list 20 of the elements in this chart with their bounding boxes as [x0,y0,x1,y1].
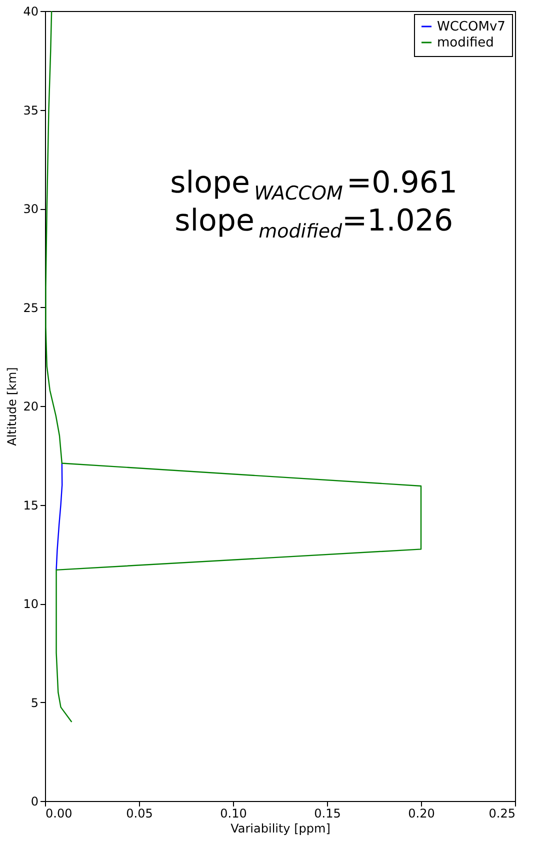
y-tick-label: 15 [23,498,38,512]
line-series [56,462,63,571]
legend-label: modified [437,36,494,50]
y-tick-label: 20 [23,400,38,414]
y-tick-label: 10 [23,597,38,611]
y-tick-label: 0 [30,794,38,808]
x-tick-label: 0.10 [220,806,247,820]
y-tick-label: 40 [23,4,38,18]
y-axis-title: Altitude [km] [5,367,20,446]
y-tick-label: 25 [23,300,38,315]
y-tick-label: 30 [23,202,38,216]
x-tick-label: 0.15 [314,806,341,820]
x-tick-label: 0.25 [488,806,516,820]
x-tick-label: 0.05 [126,806,153,820]
y-tick-label: 35 [23,103,38,118]
x-tick-label: 0.00 [46,806,72,820]
x-axis-title: Variability [ppm] [230,822,330,836]
x-tick-label: 0.20 [408,806,435,820]
legend-label: WCCOMv7 [437,20,506,34]
y-tick-label: 5 [30,696,38,710]
